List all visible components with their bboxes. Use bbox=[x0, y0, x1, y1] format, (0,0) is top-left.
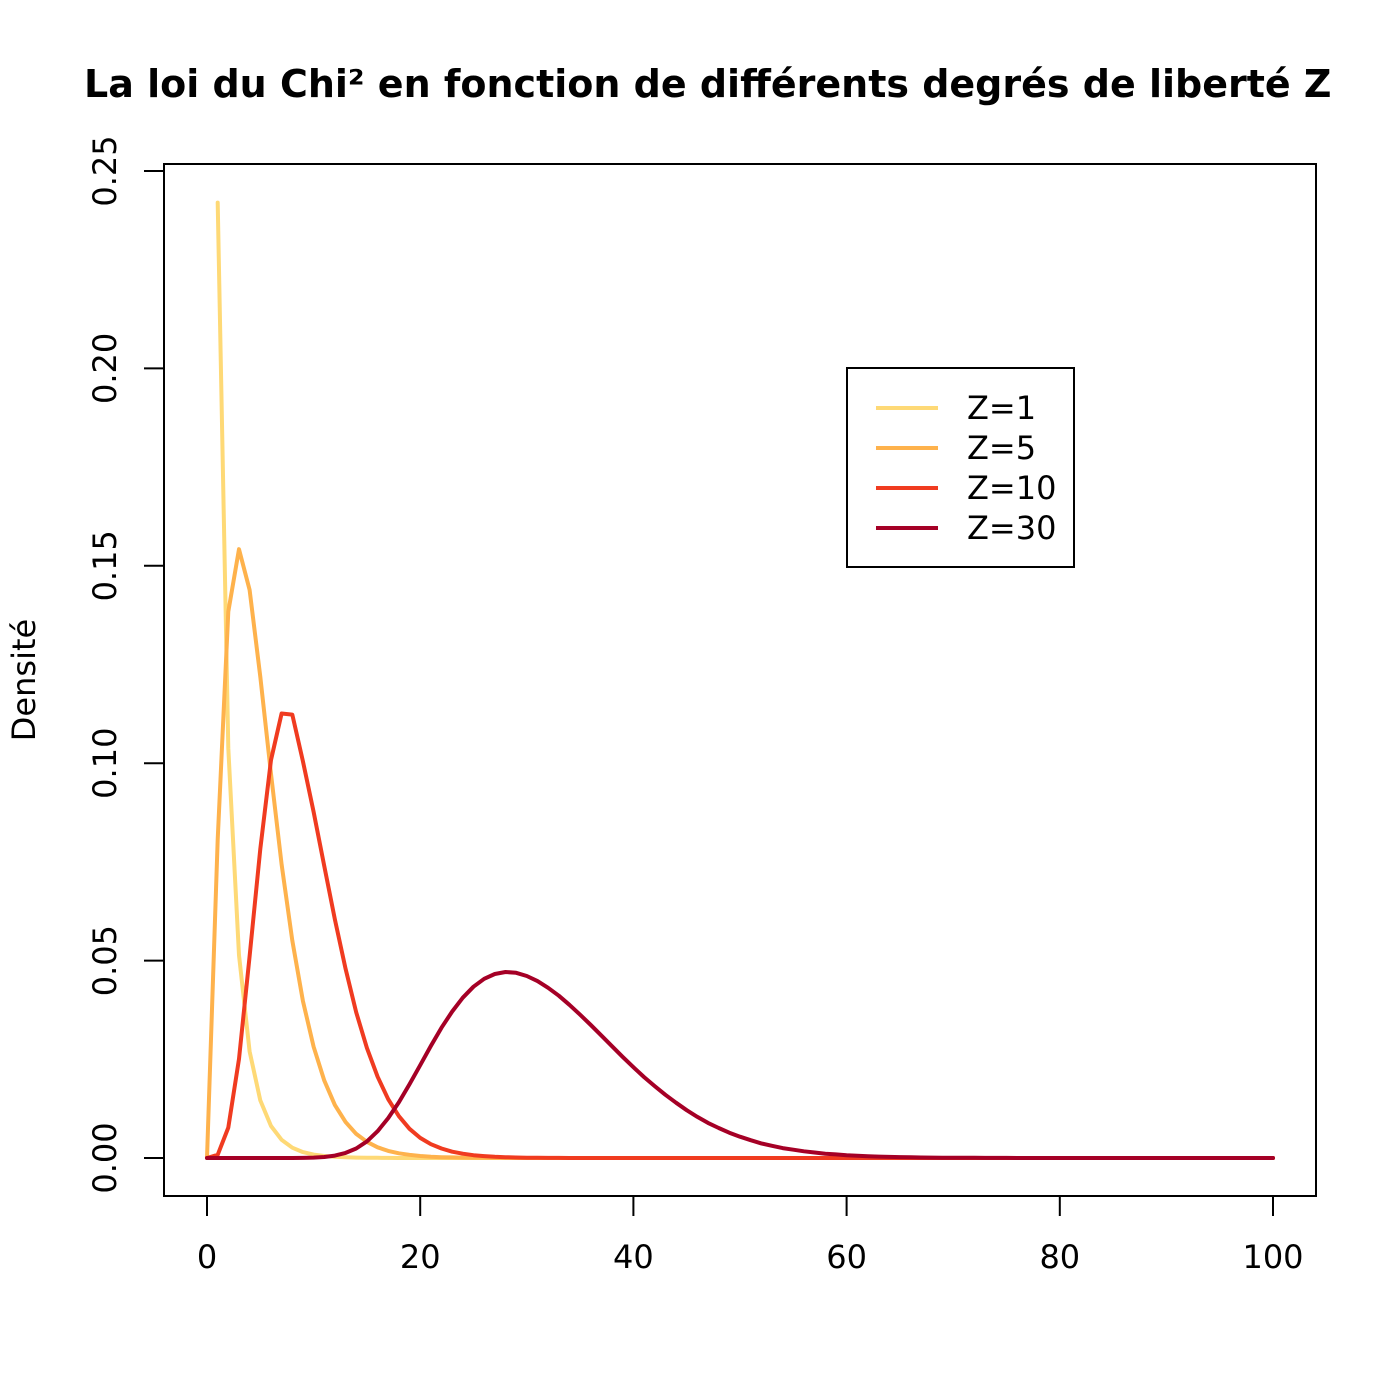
legend-label: Z=5 bbox=[967, 429, 1036, 467]
x-tick-label: 60 bbox=[826, 1238, 867, 1276]
x-tick-label: 20 bbox=[400, 1238, 441, 1276]
y-axis: 0.00 0.05 0.10 0.15 0.20 0.25 bbox=[86, 135, 165, 1194]
x-tick-label: 40 bbox=[613, 1238, 654, 1276]
x-axis: 0 20 40 60 80 100 bbox=[197, 1195, 1304, 1276]
series-line-z-10 bbox=[205, 711, 1275, 1160]
y-tick-label: 0.10 bbox=[86, 728, 124, 799]
y-axis-label: Densité bbox=[5, 619, 43, 741]
series-line-z-5 bbox=[205, 547, 1275, 1160]
x-tick-label: 0 bbox=[197, 1238, 217, 1276]
y-tick-label: 0.25 bbox=[86, 135, 124, 206]
series-lines bbox=[205, 200, 1275, 1160]
legend-label: Z=1 bbox=[967, 389, 1036, 427]
legend-box bbox=[846, 367, 1075, 568]
x-tick-label: 100 bbox=[1242, 1238, 1303, 1276]
y-tick-label: 0.05 bbox=[86, 925, 124, 996]
legend-label: Z=30 bbox=[967, 509, 1056, 547]
series-line-z-30 bbox=[205, 970, 1275, 1160]
plot-frame bbox=[163, 163, 1317, 1197]
series-line-z-1 bbox=[215, 200, 1275, 1160]
y-tick-label: 0.15 bbox=[86, 530, 124, 601]
x-tick-label: 80 bbox=[1039, 1238, 1080, 1276]
y-tick-label: 0.20 bbox=[86, 333, 124, 404]
y-tick-label: 0.00 bbox=[86, 1122, 124, 1193]
chart-title: La loi du Chi² en fonction de différents… bbox=[84, 62, 1331, 106]
legend: Z=1Z=5Z=10Z=30 bbox=[846, 367, 1075, 568]
legend-label: Z=10 bbox=[967, 469, 1056, 507]
